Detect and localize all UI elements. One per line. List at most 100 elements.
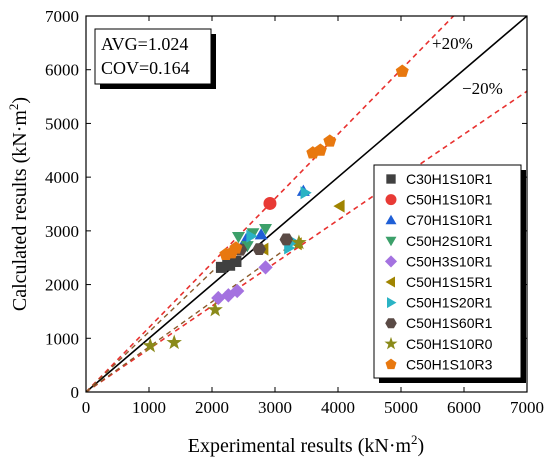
data-point [221, 288, 236, 303]
data-points [142, 64, 409, 353]
y-tick-label: 6000 [45, 61, 79, 80]
lower-reference-line [86, 90, 527, 392]
legend-item: C50H1S10R3 [385, 356, 493, 372]
legend-label: C50H1S10R1 [406, 192, 493, 208]
legend-frame [373, 164, 522, 379]
data-point [395, 64, 409, 77]
x-tick-label: 1000 [132, 398, 166, 417]
data-point [230, 255, 242, 267]
stats-box: AVG=1.024 COV=0.164 [94, 28, 216, 89]
data-point [259, 224, 273, 236]
y-axis-title-end: ) [9, 97, 31, 104]
data-point [252, 243, 267, 256]
legend-item: C50H1S60R1 [385, 315, 493, 331]
x-tick-label: 5000 [384, 398, 418, 417]
y-axis-title: Calculated results (kN·m2) [6, 97, 31, 311]
legend-items: C30H1S10R1 C50H1S10R1 C70H1S10R1 C50H2S10R1… [384, 171, 493, 372]
plot-frame [85, 15, 528, 393]
data-point [254, 228, 268, 240]
y-axis-title-superscript: 2 [6, 104, 21, 111]
legend-marker [385, 358, 397, 370]
x-tick-label: 7000 [510, 398, 544, 417]
legend-label: C30H1S10R1 [406, 171, 493, 187]
legend-marker [384, 336, 398, 350]
data-point [211, 290, 226, 306]
data-point [323, 134, 337, 147]
data-point [333, 199, 345, 213]
trend-line [86, 247, 238, 392]
avg-stat: AVG=1.024 [101, 34, 188, 54]
series-C50H1S10R3 [219, 64, 409, 261]
legend-item: C50H1S20R1 [387, 295, 493, 311]
x-axis-title: Experimental results (kN·m2) [188, 432, 424, 457]
x-tick-label: 2000 [195, 398, 229, 417]
legend-label: C70H1S10R1 [406, 212, 493, 228]
data-point [240, 241, 254, 253]
legend-marker [386, 174, 396, 184]
y-tick-label: 4000 [45, 168, 79, 187]
legend-label: C50H2S10R1 [406, 233, 493, 249]
y-tick-label: 3000 [45, 222, 79, 241]
legend-item: C50H1S10R0 [384, 336, 493, 352]
upper-reference-line [86, 16, 455, 392]
trend-line [86, 238, 301, 392]
legend-item: C70H1S10R1 [385, 212, 493, 228]
data-point [224, 259, 236, 271]
data-point [230, 283, 245, 299]
legend-item: C50H1S15R1 [385, 274, 493, 290]
series-C50H1S10R1 [263, 196, 277, 210]
data-point [258, 260, 273, 275]
y-axis: 0 1000 2000 3000 4000 5000 6000 7000 [45, 7, 527, 402]
x-tick-label: 6000 [447, 398, 481, 417]
x-tick-label: 4000 [321, 398, 355, 417]
data-point [231, 232, 245, 244]
legend-item: C50H3S10R1 [384, 253, 493, 269]
data-point [279, 233, 294, 246]
legend-label: C50H1S10R0 [406, 336, 493, 352]
legend-marker [385, 214, 397, 225]
legend-label: C50H1S10R3 [406, 356, 493, 372]
y-tick-label: 0 [71, 383, 80, 402]
legend-item: C50H2S10R1 [385, 233, 493, 249]
x-axis-title-superscript: 2 [411, 432, 418, 447]
series-C50H1S10R0 [142, 234, 307, 353]
reference-lines [86, 16, 527, 392]
x-tick-label: 0 [82, 398, 91, 417]
y-tick-label: 7000 [45, 7, 79, 26]
legend-marker [385, 236, 397, 247]
legend-marker [387, 297, 397, 309]
legend-marker [385, 276, 395, 288]
x-axis: 0 1000 2000 3000 4000 5000 6000 7000 [82, 16, 544, 417]
data-point [142, 337, 158, 353]
trend-lines [86, 238, 301, 392]
equality-reference-line [86, 16, 527, 392]
data-point [313, 143, 327, 156]
lower-band-label: −20% [462, 79, 503, 98]
data-point [207, 301, 223, 317]
y-tick-label: 2000 [45, 276, 79, 295]
legend: C30H1S10R1 C50H1S10R1 C70H1S10R1 C50H2S10R1… [373, 164, 526, 383]
data-point [166, 334, 182, 350]
data-point [291, 234, 307, 250]
data-point [246, 229, 258, 243]
data-point [225, 246, 239, 259]
y-tick-label: 1000 [45, 329, 79, 348]
legend-label: C50H1S15R1 [406, 274, 493, 290]
data-point [300, 186, 312, 200]
data-point [263, 196, 277, 210]
legend-marker [384, 255, 398, 268]
legend-item: C30H1S10R1 [386, 171, 493, 187]
y-tick-label: 5000 [45, 114, 79, 133]
stats-box-frame [94, 28, 212, 85]
cov-stat: COV=0.164 [101, 58, 190, 78]
legend-label: C50H3S10R1 [406, 253, 493, 269]
legend-label: C50H1S20R1 [406, 295, 493, 311]
x-axis-title-end: ) [418, 435, 425, 457]
upper-band-label: +20% [432, 34, 473, 53]
series-C50H3S10R1 [211, 260, 273, 306]
legend-marker [385, 318, 397, 329]
legend-marker [385, 194, 397, 206]
legend-label: C50H1S60R1 [406, 315, 493, 331]
x-tick-label: 3000 [258, 398, 292, 417]
